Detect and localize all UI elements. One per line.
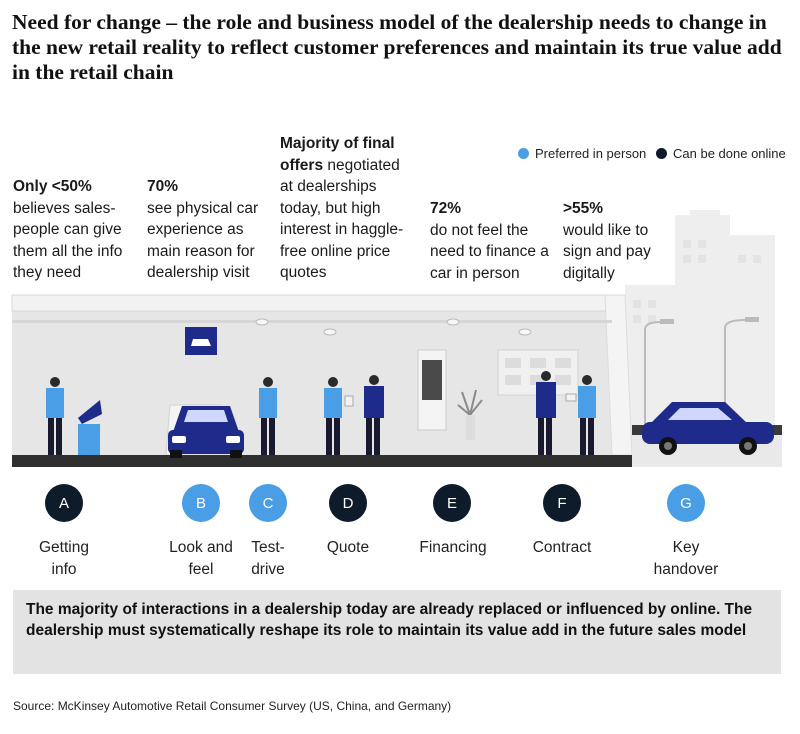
showroom-beam	[12, 320, 612, 323]
step-b-label: Look and feel	[169, 539, 233, 578]
step-a-label: Getting info	[39, 539, 89, 578]
stat-text: do not feel the need to finance a car in…	[430, 221, 549, 282]
summary-callout-text: The majority of interactions in a dealer…	[26, 601, 753, 639]
person-customer-quote	[324, 377, 354, 455]
step-d-circle: D	[329, 484, 367, 522]
wall-panel-screens	[505, 358, 571, 385]
stat-look-and-feel: 70% see physical car experience as main …	[147, 176, 272, 284]
legend-dot-online	[656, 148, 667, 159]
stat-getting-info: Only <50% believes sales-people can give…	[13, 176, 138, 284]
stat-value: Majority of final offers	[280, 135, 395, 174]
stat-quote: Majority of final offers negotiated at d…	[280, 133, 410, 284]
step-d-label: Quote	[326, 539, 370, 556]
potted-plant-icon	[457, 389, 483, 440]
stat-value: 70%	[147, 178, 179, 195]
stat-text: believes sales-people can give them all …	[13, 199, 123, 282]
building-windows	[633, 240, 761, 323]
legend-label-in-person: Preferred in person	[535, 146, 647, 161]
stat-contract: >55% would like to sign and pay digitall…	[563, 198, 663, 284]
showroom-roof	[11, 294, 618, 312]
step-g-label: Key handover	[653, 539, 719, 578]
person-test-drive	[259, 377, 277, 455]
stat-text: would like to sign and pay digitally	[563, 221, 651, 282]
summary-callout: The majority of interactions in a dealer…	[13, 590, 781, 674]
stat-financing: 72% do not feel the need to finance a ca…	[430, 198, 550, 284]
source-note: Source: McKinsey Automotive Retail Consu…	[13, 699, 452, 713]
booth-window	[422, 360, 442, 400]
ceiling-lights	[255, 318, 532, 336]
step-e-circle: E	[433, 484, 471, 522]
legend-label-online: Can be done online	[673, 146, 786, 161]
page-title: Need for change – the role and business …	[12, 10, 782, 84]
stat-text: negotiated at dealerships today, but hig…	[280, 156, 404, 282]
street-car-icon	[642, 402, 774, 455]
sign-car-shape	[191, 339, 211, 346]
showroom-floor	[12, 455, 632, 467]
legend-item-in-person: Preferred in person	[518, 146, 646, 161]
legend-dot-in-person	[518, 148, 529, 159]
info-kiosk-icon	[78, 400, 102, 455]
step-c-label: Test-drive	[251, 539, 285, 578]
step-c-circle: C	[249, 484, 287, 522]
step-g-circle: G	[667, 484, 705, 522]
step-f-label: Contract	[532, 539, 592, 556]
step-a-circle: A	[45, 484, 83, 522]
legend-item-online: Can be done online	[656, 146, 786, 161]
step-e-label: Financing	[419, 539, 487, 556]
showroom-car-icon	[168, 406, 244, 458]
person-getting-info	[46, 377, 64, 455]
step-b-circle: B	[182, 484, 220, 522]
street-lamps	[644, 317, 759, 435]
person-salesperson-quote	[364, 375, 384, 455]
person-customer-contract	[565, 375, 596, 455]
dealership-scene-illustration	[11, 210, 782, 467]
step-f-circle: F	[543, 484, 581, 522]
stat-text: see physical car experience as main reas…	[147, 199, 259, 282]
person-salesperson-contract	[536, 371, 556, 455]
stat-value: 72%	[430, 200, 462, 217]
stat-value: >55%	[563, 200, 604, 217]
stat-value: Only <50%	[13, 178, 92, 195]
